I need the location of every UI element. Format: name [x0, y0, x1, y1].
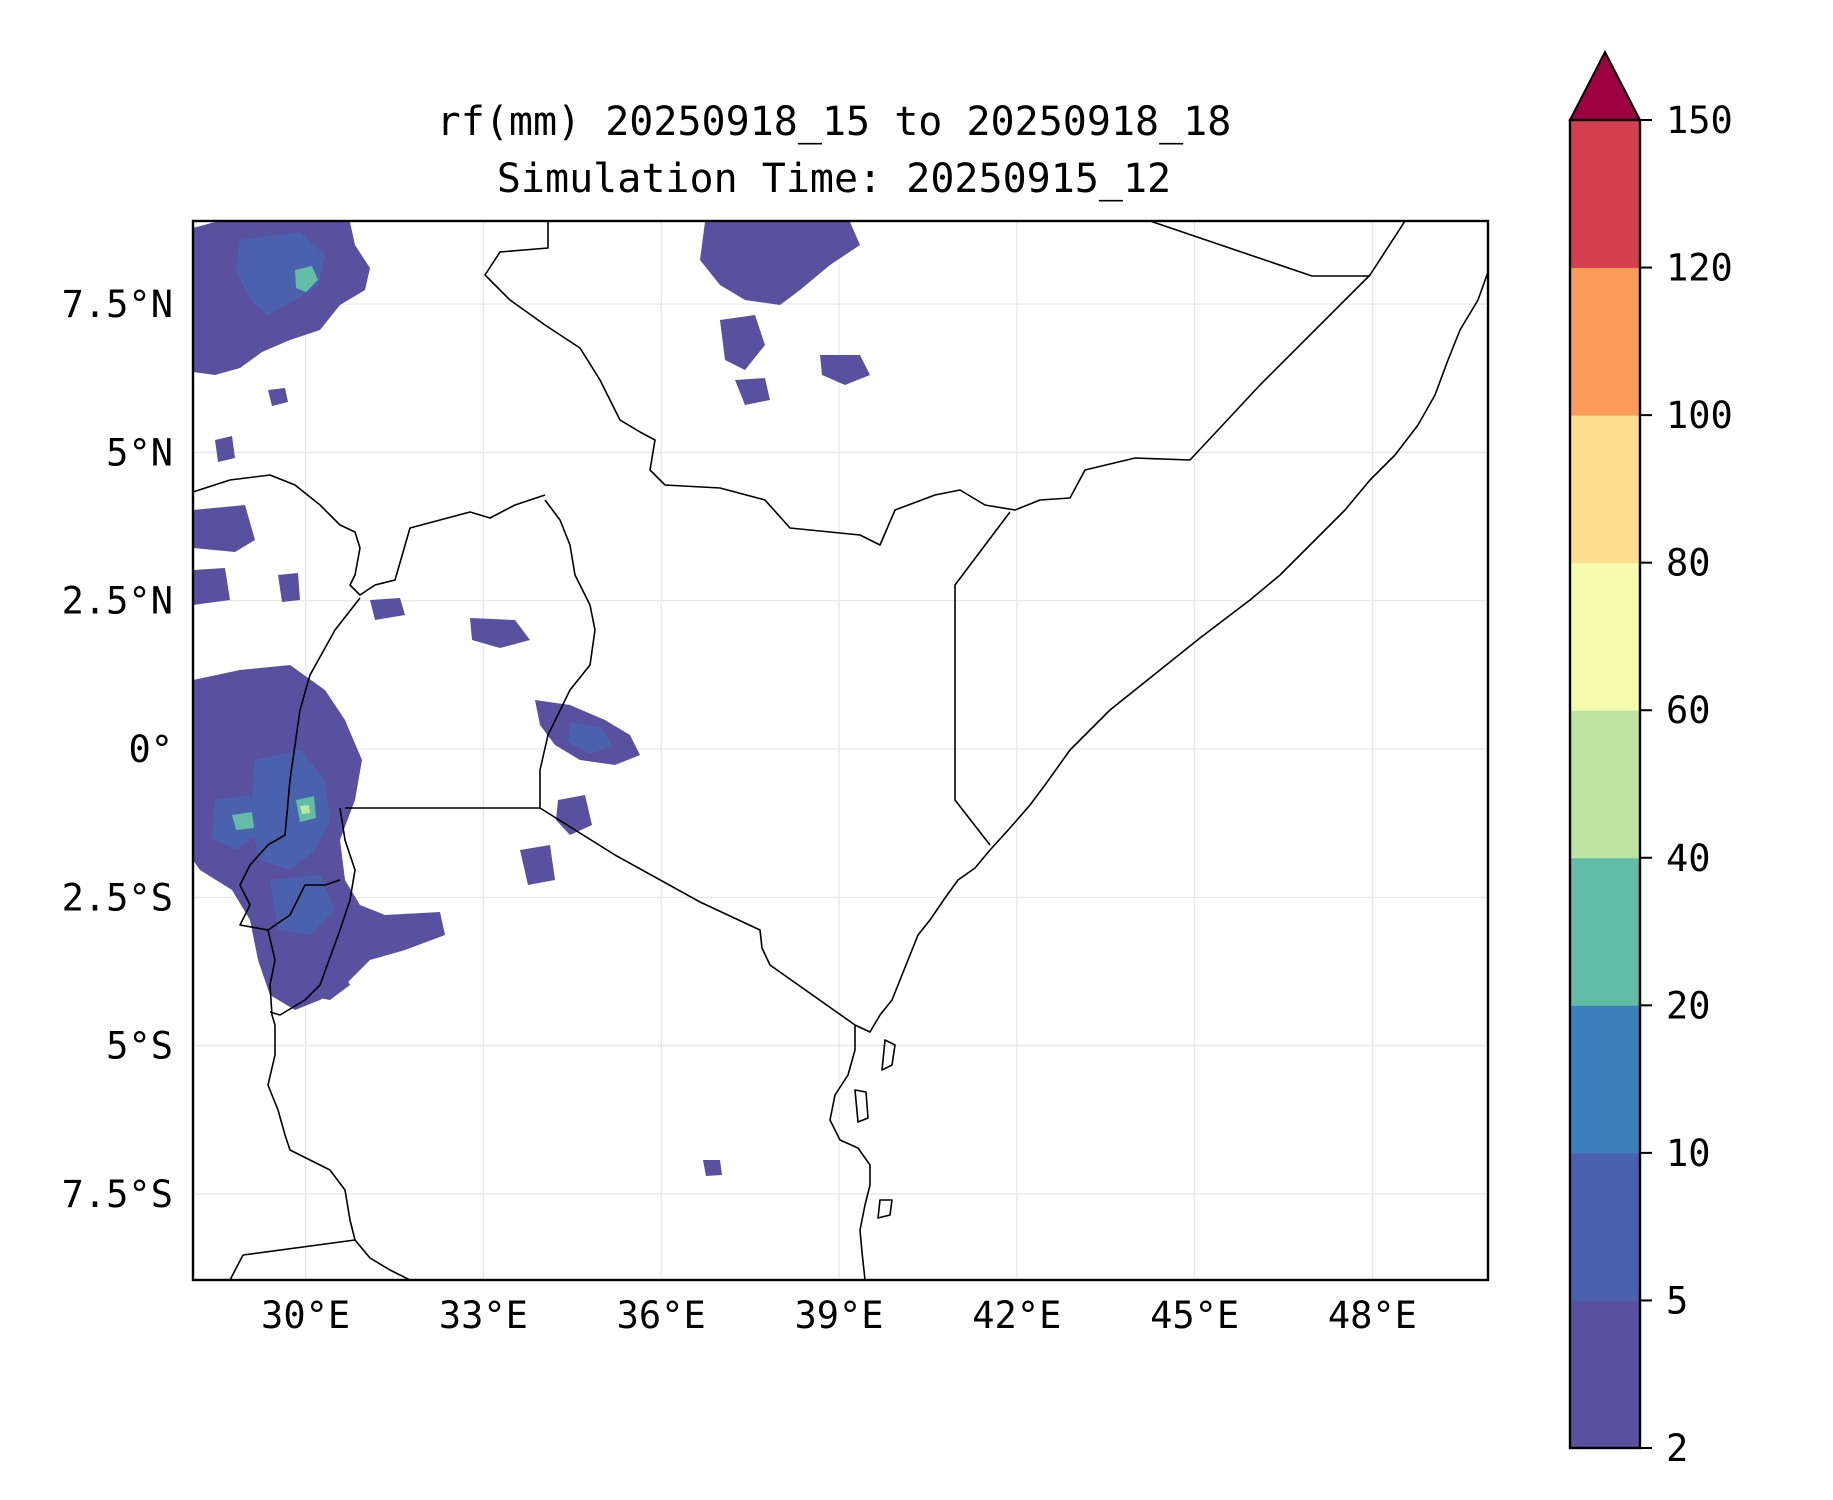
lon-tick-labels: 30°E 33°E 36°E 39°E 42°E 45°E 48°E [261, 1294, 1417, 1337]
mafia-island [877, 1199, 893, 1219]
map-panel: 30°E 33°E 36°E 39°E 42°E 45°E 48°E 7.5°N 5°N 2.5… [62, 219, 1490, 1337]
pemba-island [854, 1089, 869, 1123]
map-title-line1: rf(mm) 20250918_15 to 20250918_18 [437, 99, 1232, 145]
lat-tick-label: 5°S [106, 1025, 173, 1068]
rain-patch-nw-sudan-core [236, 232, 325, 315]
border-eritrea-djibouti [1149, 221, 1370, 277]
rain-patch-nw-small-2 [215, 436, 235, 462]
colorbar-label: 150 [1666, 99, 1733, 142]
rain-patch-nw-small-1 [268, 388, 288, 406]
coastline-east-africa [829, 271, 1488, 1280]
lat-tick-label: 2.5°S [62, 876, 173, 919]
colorbar-bin [1570, 1152, 1640, 1301]
coastline [829, 271, 1488, 1280]
border-kenya-somalia [954, 511, 1011, 846]
colorbar-label: 40 [1666, 837, 1711, 880]
country-borders [193, 221, 1406, 1280]
colorbar-frame [1568, 118, 1642, 1450]
rain-patch-uganda-1 [370, 598, 405, 620]
border-tanganyika [267, 929, 411, 1280]
colorbar-label: 5 [1666, 1279, 1688, 1322]
map-gridlines [193, 221, 1488, 1280]
rain-patch-ethiopia-2 [720, 315, 765, 370]
border-zambia-tz [242, 1239, 356, 1256]
border-ethiopia-somalia [1189, 221, 1406, 461]
colorbar-label: 80 [1666, 542, 1711, 585]
rain-patch-kenya-w2 [520, 845, 555, 885]
lon-tick-label: 48°E [1328, 1294, 1417, 1337]
rain-patch-west-core-c [270, 875, 335, 935]
colorbar: 2 5 10 20 40 60 80 100 120 150 [1568, 49, 1733, 1470]
colorbar-label: 20 [1666, 984, 1711, 1027]
colorbar-bin [1570, 1300, 1640, 1449]
rain-patch-west-teal-b [232, 812, 254, 830]
border-kenya-uganda [539, 499, 596, 808]
lon-tick-label: 45°E [1150, 1294, 1239, 1337]
lat-tick-label: 7.5°N [62, 283, 173, 326]
colorbar-extend-arrow [1568, 49, 1642, 121]
rain-patch-ethiopia-3 [735, 378, 770, 405]
border-sw [229, 1254, 244, 1280]
rain-patch-victoria-core [568, 722, 612, 754]
border-north [484, 221, 1191, 546]
lat-tick-labels: 7.5°N 5°N 2.5°N 0° 2.5°S 5°S 7.5°S [62, 283, 173, 1216]
rain-patch-kenya-w1 [556, 795, 592, 835]
colorbar-bin [1570, 1005, 1640, 1154]
rainfall-field [193, 222, 870, 1176]
colorbar-label: 120 [1666, 247, 1733, 290]
border-drc-east [239, 597, 361, 931]
rain-patch-west-2 [193, 568, 230, 605]
lat-tick-label: 0° [128, 728, 173, 771]
lon-tick-label: 33°E [439, 1294, 528, 1337]
rain-patch-west-1 [193, 505, 255, 552]
rain-patch-ethiopia-4 [820, 355, 870, 385]
colorbar-bin [1570, 710, 1640, 859]
lat-tick-label: 7.5°S [62, 1173, 173, 1216]
lat-tick-label: 5°N [106, 431, 173, 474]
rain-patch-nw-sudan-teal [295, 266, 318, 292]
zanzibar-island [881, 1039, 896, 1071]
colorbar-bin [1570, 267, 1640, 416]
lon-tick-label: 39°E [794, 1294, 883, 1337]
rain-patch-tanzania [703, 1160, 722, 1176]
colorbar-bin [1570, 120, 1640, 269]
border-rwanda-burundi [269, 807, 356, 1016]
colorbar-label: 100 [1666, 394, 1733, 437]
colorbar-label: 60 [1666, 689, 1711, 732]
lon-tick-label: 30°E [261, 1294, 350, 1337]
colorbar-label: 2 [1666, 1427, 1688, 1470]
rain-patch-west-core-a [250, 750, 330, 870]
colorbar-label: 10 [1666, 1132, 1711, 1175]
lon-tick-label: 36°E [617, 1294, 706, 1337]
rain-patch-west-green [300, 805, 310, 814]
colorbar-bin [1570, 415, 1640, 564]
rain-patch-west-3 [278, 573, 300, 602]
lon-tick-label: 42°E [972, 1294, 1061, 1337]
rain-patch-burundi-tail [298, 955, 350, 1000]
rain-patch-ethiopia-1 [700, 222, 860, 305]
border-ssudan-uganda [193, 474, 546, 596]
colorbar-bin [1570, 857, 1640, 1006]
rain-patch-uganda-2 [470, 618, 530, 648]
map-frame [191, 219, 1490, 1282]
colorbar-bin [1570, 562, 1640, 711]
border-kenya-tanzania [539, 807, 856, 1026]
map-title-line2: Simulation Time: 20250915_12 [497, 156, 1171, 202]
lat-tick-label: 2.5°N [62, 580, 173, 623]
